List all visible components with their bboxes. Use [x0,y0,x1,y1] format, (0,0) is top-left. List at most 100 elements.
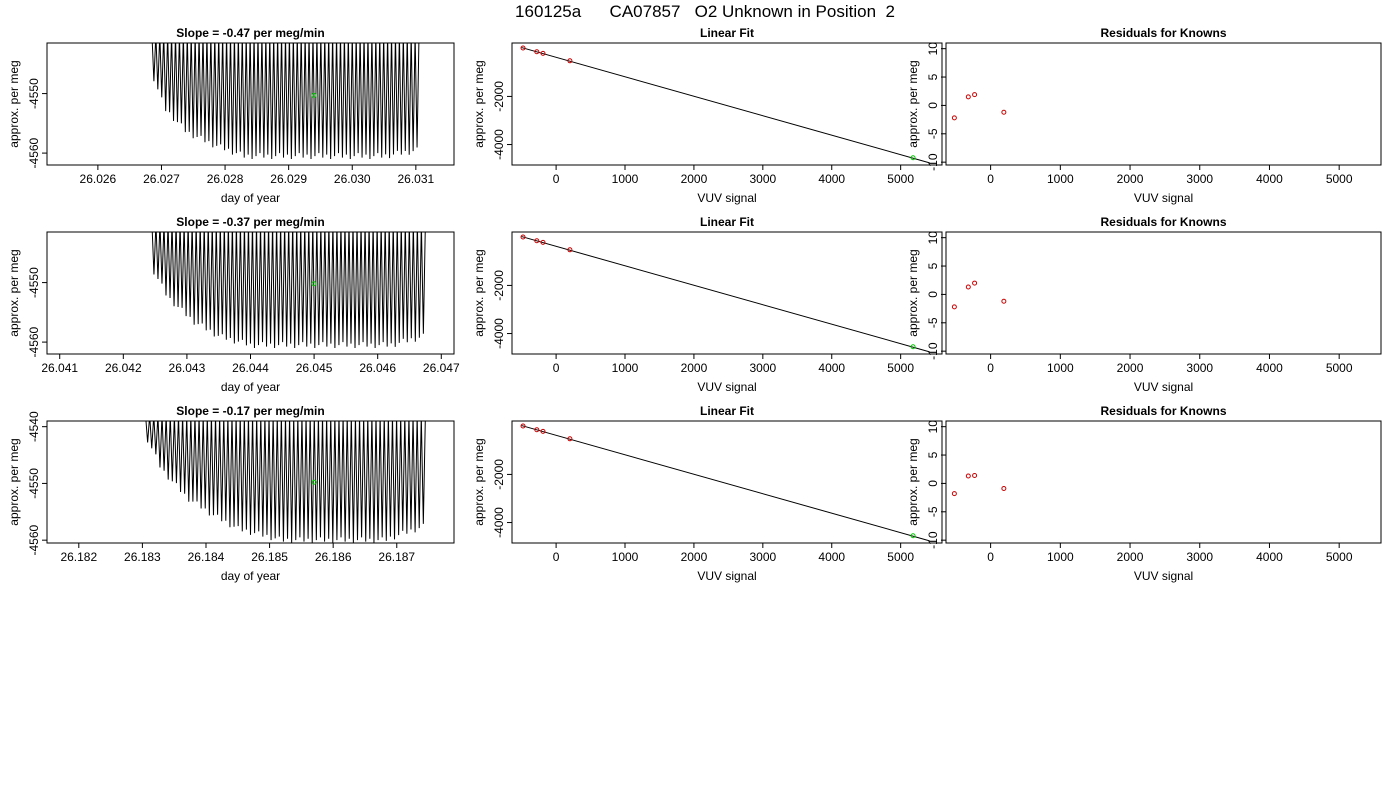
x-tick-label: 4000 [818,172,845,186]
y-tick-label: 0 [926,102,940,109]
series-line [151,232,426,349]
y-tick-label: 0 [926,291,940,298]
x-tick-label: 0 [553,550,560,564]
y-tick-label: -2000 [492,270,506,301]
x-tick-label: 0 [987,361,994,375]
chart-title: Linear Fit [700,404,754,418]
series-line [145,421,426,543]
residual-point [951,304,957,310]
x-tick-label: 2000 [681,361,708,375]
chart-panel-2: Linear Fit 0 1000 2000 3000 4000 5000 -2000 -400… [472,26,943,205]
x-tick-label: 26.029 [270,172,307,186]
x-tick-label: 5000 [887,361,914,375]
chart-panel-9: Residuals for Knowns 0 1000 2000 3000 4000 500… [906,404,1382,583]
residual-point [951,491,957,497]
x-tick-label: 1000 [1047,361,1074,375]
plot-frame [511,231,943,355]
known-point [534,238,540,244]
x-axis-label: day of year [221,569,280,583]
y-tick-label: -4560 [27,326,41,357]
y-tick-label: 10 [926,42,940,56]
known-point [520,45,526,51]
fit-line [521,236,930,353]
chart-title: Slope = -0.47 per meg/min [176,26,324,40]
figure-title: 160125a CA07857 O2 Unknown in Position 2 [515,2,895,21]
plot-area [151,43,420,160]
residual-point [1001,298,1007,304]
y-axis-label: approx. per meg [906,60,920,147]
residual-point [965,473,971,479]
x-tick-label: 26.186 [315,550,352,564]
x-axis-label: VUV signal [697,569,756,583]
y-tick-label: 10 [926,231,940,245]
x-tick-label: 2000 [1117,361,1144,375]
x-tick-label: 26.045 [296,361,333,375]
y-tick-label: -5 [926,506,940,517]
y-tick-label: -4540 [27,411,41,442]
chart-panel-1: Slope = -0.47 per meg/min 26.026 26.027 26.… [7,26,455,205]
unknown-point [311,281,317,287]
plot-area [520,45,930,164]
x-axis-label: VUV signal [1134,569,1193,583]
x-tick-label: 3000 [749,172,776,186]
unknown-point [910,344,916,350]
x-tick-label: 26.031 [397,172,434,186]
plot-area [151,232,426,349]
known-point [567,247,573,253]
known-point [567,58,573,64]
x-tick-label: 4000 [818,550,845,564]
x-tick-label: 26.043 [169,361,206,375]
series-line [151,43,420,160]
y-tick-label: -2000 [492,81,506,112]
x-tick-label: 26.047 [423,361,460,375]
chart-panel-8: Linear Fit 0 1000 2000 3000 4000 5000 -2000 -400… [472,404,943,583]
known-point [520,423,526,429]
residual-point [972,92,978,98]
y-axis-label: approx. per meg [906,249,920,336]
y-tick-label: -4560 [27,524,41,555]
x-tick-label: 26.030 [334,172,371,186]
x-axis-label: VUV signal [697,380,756,394]
residual-point [965,94,971,100]
plot-area [951,472,1007,497]
residual-point [972,280,978,286]
plot-area [951,92,1007,121]
x-tick-label: 1000 [612,172,639,186]
chart-title: Residuals for Knowns [1100,215,1226,229]
known-point [567,436,573,442]
known-point [534,49,540,55]
known-point [540,239,546,245]
x-tick-label: 4000 [1256,550,1283,564]
x-tick-label: 26.042 [105,361,142,375]
x-tick-label: 1000 [1047,550,1074,564]
fit-line [521,425,930,542]
x-tick-label: 4000 [1256,361,1283,375]
chart-panel-6: Residuals for Knowns 0 1000 2000 3000 4000 500… [906,215,1382,394]
y-axis-label: approx. per meg [472,438,486,525]
plot-area [520,423,930,542]
y-tick-label: -4550 [27,78,41,109]
x-tick-label: 4000 [1256,172,1283,186]
y-tick-label: -4560 [27,137,41,168]
y-tick-label: -4550 [27,468,41,499]
unknown-point [910,155,916,161]
x-tick-label: 26.182 [60,550,97,564]
plot-frame [945,42,1382,166]
x-tick-label: 0 [987,550,994,564]
known-point [534,427,540,433]
x-axis-label: VUV signal [1134,191,1193,205]
unknown-point [311,479,317,485]
y-tick-label: -2000 [492,459,506,490]
x-tick-label: 2000 [1117,550,1144,564]
x-tick-label: 0 [987,172,994,186]
residual-point [965,284,971,290]
x-tick-label: 26.026 [80,172,117,186]
plot-frame [511,420,943,544]
x-tick-label: 26.027 [143,172,180,186]
known-point [520,234,526,240]
y-tick-label: 10 [926,420,940,434]
y-axis-label: approx. per meg [906,438,920,525]
x-tick-label: 26.185 [251,550,288,564]
unknown-point [311,92,317,98]
